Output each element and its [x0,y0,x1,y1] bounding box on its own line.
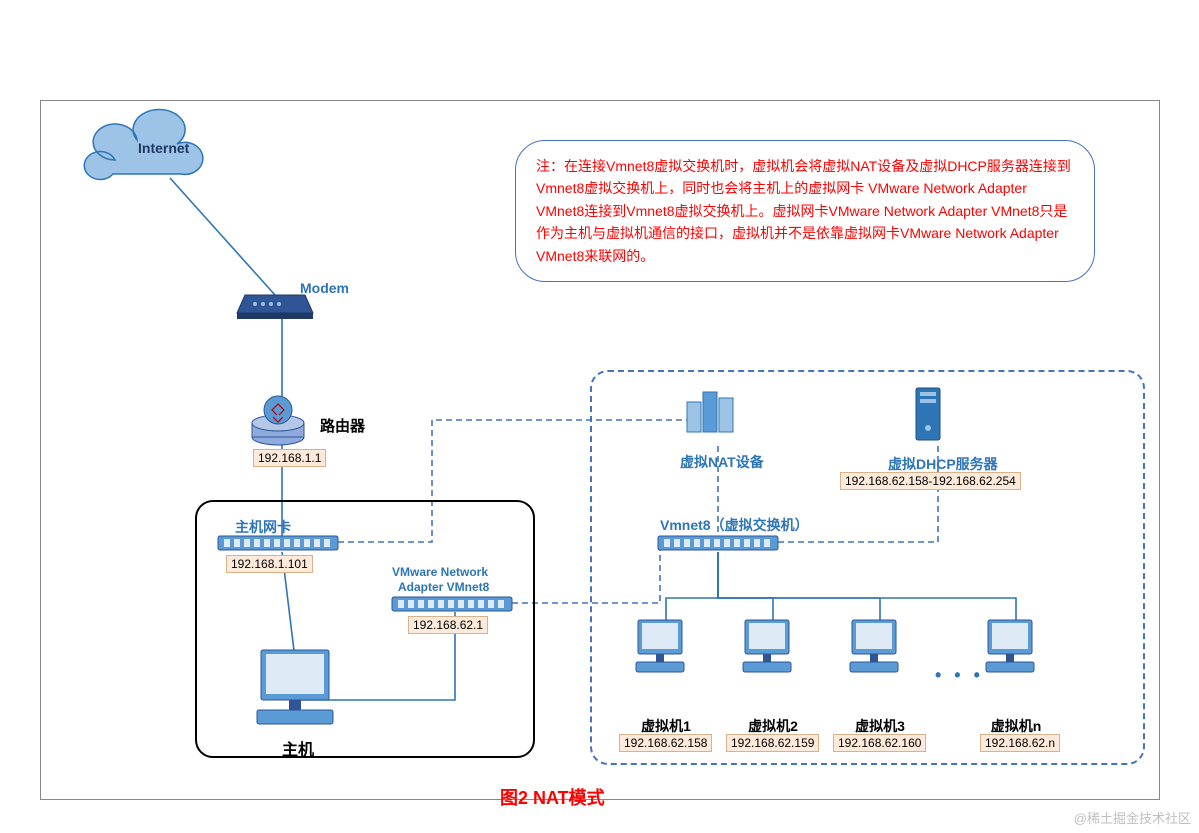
virtual-nat-label: 虚拟NAT设备 [680,452,764,472]
host-nic-ip: 192.168.1.101 [226,555,313,573]
vmnet8-adapter-ip: 192.168.62.1 [408,616,488,634]
vm1-ip: 192.168.62.158 [619,734,712,752]
vmn-ip: 192.168.62.n [980,734,1060,752]
note-box: 注：在连接Vmnet8虚拟交换机时，虚拟机会将虚拟NAT设备及虚拟DHCP服务器… [515,140,1095,282]
virtual-network-box [590,370,1145,765]
virtual-dhcp-label: 虚拟DHCP服务器 [888,454,998,474]
internet-label: Internet [138,140,189,156]
watermark: @稀土掘金技术社区 [1074,808,1191,827]
host-nic-label: 主机网卡 [235,517,291,537]
vswitch-label: Vmnet8（虚拟交换机） [660,515,809,535]
figure-caption: 图2 NAT模式 [500,784,605,810]
vm1-label: 虚拟机1 [641,716,691,736]
router-label: 路由器 [320,415,365,436]
dhcp-range: 192.168.62.158-192.168.62.254 [840,472,1021,490]
vm3-label: 虚拟机3 [855,716,905,736]
vm3-ip: 192.168.62.160 [833,734,926,752]
router-ip: 192.168.1.1 [253,449,326,467]
vm2-ip: 192.168.62.159 [726,734,819,752]
vmnet8-adapter-label-2: Adapter VMnet8 [398,580,489,594]
vmnet8-adapter-label-1: VMware Network [392,565,488,579]
vmn-label: 虚拟机n [991,716,1042,736]
modem-label: Modem [300,280,349,296]
vm-ellipsis: • • • [935,665,984,686]
vm2-label: 虚拟机2 [748,716,798,736]
host-label: 主机 [282,736,314,760]
